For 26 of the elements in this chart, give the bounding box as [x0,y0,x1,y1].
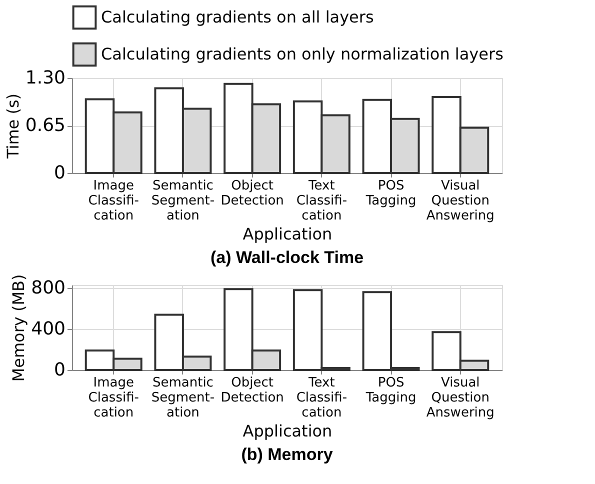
y-tick-label: 1.30 [25,68,66,88]
y-axis-title: Time (s) [3,93,22,160]
x-tick-label: POS Tagging [364,376,416,406]
x-tick-label: Semantic Segment- ation [151,178,215,224]
text: (a) Wall-clock Time [210,248,364,267]
y-tick-label: 400 [31,318,66,340]
x-tick-label: Object Detection [220,178,284,208]
y-tick-label: 0.65 [25,115,66,136]
legend-label: Calculating gradients on only normalization layers [101,44,504,64]
y-tick-label: 0 [54,360,66,380]
x-tick-label: Visual Question Answering [426,376,494,420]
text: (b) Memory [241,445,334,464]
x-tick-label: POS Tagging [364,178,416,208]
y-tick-label: 0 [54,162,66,184]
x-tick-label: Text Classifi- cation [296,376,348,420]
x-tick-label: Semantic Segment- ation [151,376,215,420]
y-axis-title: Memory (MB) [9,274,28,382]
legend-label: Calculating gradients on all layers [101,8,374,26]
x-tick-label: Image Classifi- cation [88,178,140,224]
x-tick-label: Image Classifi- cation [88,376,140,420]
x-tick-label: Object Detection [220,376,284,406]
x-tick-label: Text Classifi- cation [296,178,348,224]
x-axis-title: Application [242,422,332,440]
x-tick-label: Visual Question Answering [426,178,494,224]
y-tick-label: 800 [31,278,66,299]
x-axis-title: Application [242,224,332,244]
